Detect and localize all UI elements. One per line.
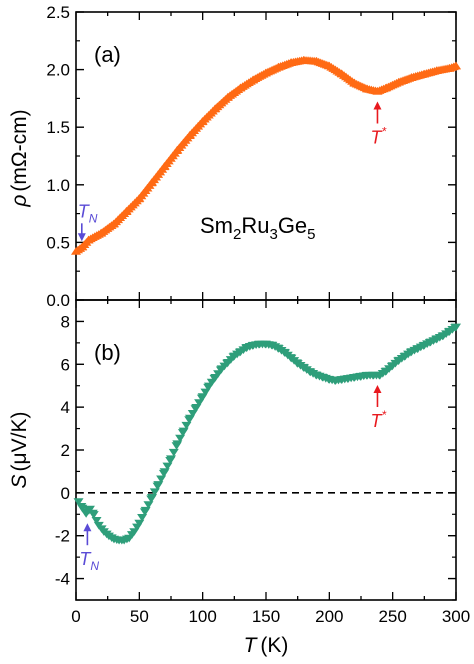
panel-a-label: (a) xyxy=(94,42,121,67)
compound-formula: Sm2Ru3Ge5 xyxy=(200,213,316,243)
panel-b-tn-label: TN xyxy=(79,549,99,573)
panel-b-y-tick-label: -4 xyxy=(55,570,70,589)
panel-b: -4 -2 0 2 4 6 8 0 50 100 150 200 250 300 (b) S(μV/K)… xyxy=(8,299,470,657)
panel-a-y-axis-title: ρ(mΩ-cm) xyxy=(8,109,31,207)
panel-b-tstar-arrowhead-icon xyxy=(373,385,382,393)
panel-a-frame xyxy=(75,11,457,301)
panel-b-data-point xyxy=(172,440,183,449)
panel-a-tstar-arrowhead-icon xyxy=(373,101,382,110)
panel-b-tn-annotation: TN xyxy=(79,523,99,573)
panel-b-data-point xyxy=(156,475,167,484)
panel-b-data-point xyxy=(149,488,160,496)
panel-b-y-tick-label: -2 xyxy=(55,527,70,546)
panel-b-y-tick-label: 4 xyxy=(61,398,70,417)
panel-b-y-tick-label: 0 xyxy=(61,484,70,503)
panel-b-data-point xyxy=(137,514,148,522)
panel-a-tstar-label: T* xyxy=(370,124,386,147)
x-tick-label: 100 xyxy=(188,607,216,626)
panel-b-data-point xyxy=(134,519,145,528)
x-tick-label: 150 xyxy=(252,607,280,626)
panel-b-data-points xyxy=(73,323,461,545)
panel-a-x-ticks xyxy=(75,12,457,300)
panel-b-data-point xyxy=(73,498,84,506)
panel-b-y-tick-label: 6 xyxy=(61,355,70,374)
panel-b-data-point xyxy=(166,455,176,464)
x-tick-label: 0 xyxy=(71,607,80,626)
x-tick-label: 300 xyxy=(442,607,470,626)
panel-b-data-point xyxy=(175,434,186,443)
panel-a-data-point xyxy=(451,61,461,70)
panel-a-tstar-annotation: T* xyxy=(370,101,386,147)
x-tick-label: 50 xyxy=(130,607,149,626)
panel-b-data-point xyxy=(88,511,99,519)
panel-b-data-point xyxy=(84,505,95,514)
panel-b-data-point xyxy=(451,323,461,332)
panel-b-tstar-annotation: T* xyxy=(370,385,386,431)
panel-b-y-tick-label: 8 xyxy=(61,312,70,331)
panel-a-y-tick-label: 0.0 xyxy=(46,291,70,310)
panel-a: 0.0 0.5 1.0 1.5 2.0 2.5 (a) Sm2Ru3Ge5 ρ(mΩ-cm… xyxy=(8,3,461,310)
panel-a-tn-label: TN xyxy=(78,201,98,225)
panel-b-data-point xyxy=(91,517,102,525)
panel-b-data-point xyxy=(140,506,151,515)
panel-a-y-tick-label: 2.5 xyxy=(46,3,70,22)
panel-b-data-point xyxy=(143,501,154,509)
panel-a-y-tick-label: 1.5 xyxy=(46,118,70,137)
panel-b-data-point xyxy=(162,462,173,471)
panel-b-data-point xyxy=(178,427,189,436)
panel-b-data-point xyxy=(147,493,157,502)
panel-b-x-ticks: 0 50 100 150 200 250 300 xyxy=(71,300,470,626)
panel-a-y-tick-label: 1.0 xyxy=(46,176,70,195)
x-axis-title: T (K) xyxy=(244,634,289,657)
x-tick-label: 200 xyxy=(315,607,343,626)
panel-a-y-ticks: 0.0 0.5 1.0 1.5 2.0 2.5 xyxy=(46,3,456,310)
panel-a-tn-annotation: TN xyxy=(77,201,98,242)
panel-b-y-axis-title: S(μV/K) xyxy=(8,412,31,489)
panel-a-y-tick-label: 0.5 xyxy=(46,233,70,252)
panel-b-data-point xyxy=(181,421,192,430)
panel-b-label: (b) xyxy=(94,340,121,365)
panel-b-data-point xyxy=(153,481,164,489)
panel-b-tstar-label: T* xyxy=(370,408,386,431)
panel-b-data-point xyxy=(77,504,88,513)
panel-b-data-point xyxy=(159,468,170,476)
x-tick-label: 250 xyxy=(378,607,406,626)
panel-b-tn-arrowhead-icon xyxy=(83,523,92,532)
panel-b-data-point xyxy=(168,448,179,457)
panel-a-y-tick-label: 2.0 xyxy=(46,61,70,80)
panel-a-data-points xyxy=(71,55,461,255)
panel-b-y-ticks: -4 -2 0 2 4 6 8 xyxy=(55,299,456,601)
panel-a-tn-arrowhead-icon xyxy=(77,233,86,242)
panel-b-y-tick-label: 2 xyxy=(61,441,70,460)
